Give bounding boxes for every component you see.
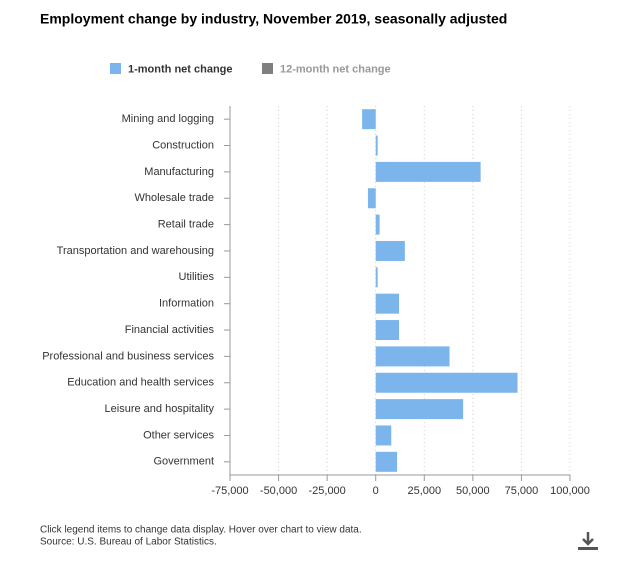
y-tick-label: Information	[159, 298, 214, 310]
x-tick-label: -50,000	[260, 485, 297, 497]
x-tick-label: 25,000	[407, 485, 441, 497]
bar	[375, 320, 400, 341]
note: Click legend items to change data displa…	[40, 525, 362, 536]
bar	[367, 188, 376, 209]
y-tick-label: Transportation and warehousing	[57, 245, 214, 257]
y-tick-label: Education and health services	[67, 377, 214, 389]
y-tick-label: Wholesale trade	[135, 192, 215, 204]
x-tick-label: 75,000	[505, 485, 539, 497]
x-tick-label: -75,000	[211, 485, 248, 497]
legend-label: 12-month net change	[280, 63, 391, 75]
x-tick-label: 0	[373, 485, 379, 497]
download-icon[interactable]	[578, 532, 598, 550]
download-arrow	[582, 532, 594, 546]
bar	[375, 135, 378, 156]
download-base	[578, 547, 598, 550]
x-tick-label: 100,000	[550, 485, 590, 497]
y-tick-label: Government	[153, 456, 214, 468]
legend-item[interactable]: 12-month net change	[262, 63, 391, 75]
x-tick-label: 50,000	[456, 485, 490, 497]
bar	[375, 425, 392, 446]
y-tick-label: Retail trade	[158, 219, 214, 231]
y-tick-label: Manufacturing	[144, 166, 214, 178]
bar	[375, 372, 518, 393]
y-tick-label: Financial activities	[125, 324, 215, 336]
y-tick-label: Mining and logging	[122, 113, 214, 125]
bar	[375, 399, 464, 420]
legend-swatch	[110, 63, 121, 74]
bar	[375, 451, 398, 472]
y-tick-label: Leisure and hospitality	[105, 403, 215, 415]
bar	[375, 267, 378, 288]
bar	[375, 214, 380, 235]
bar	[375, 293, 400, 314]
legend-swatch	[262, 63, 273, 74]
bar	[375, 346, 450, 367]
y-tick-label: Construction	[152, 139, 214, 151]
y-tick-label: Utilities	[179, 271, 215, 283]
legend-label: 1-month net change	[128, 63, 233, 75]
y-tick-label: Other services	[143, 429, 214, 441]
bar	[375, 240, 405, 261]
note: Source: U.S. Bureau of Labor Statistics.	[40, 537, 217, 548]
chart-title: Employment change by industry, November …	[40, 11, 507, 27]
legend-item[interactable]: 1-month net change	[110, 63, 233, 75]
x-tick-label: -25,000	[308, 485, 345, 497]
bar	[375, 161, 481, 182]
y-tick-label: Professional and business services	[42, 350, 214, 362]
bar	[362, 109, 376, 130]
